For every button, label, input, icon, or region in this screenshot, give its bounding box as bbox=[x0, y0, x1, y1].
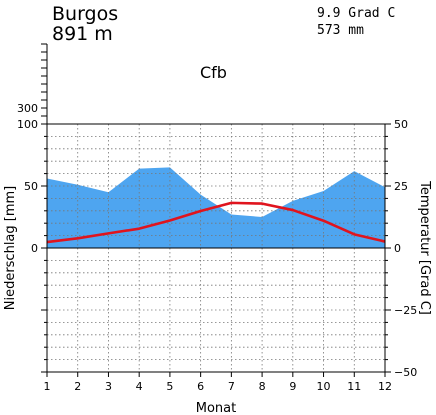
x-tick-label-2: 2 bbox=[74, 380, 81, 393]
extended-tick-label-300: 300 bbox=[17, 102, 38, 115]
right-tick-label--25: −25 bbox=[394, 304, 417, 317]
x-tick-label-5: 5 bbox=[166, 380, 173, 393]
right-axis-ticks: −50 −25 0 25 50 bbox=[385, 118, 417, 379]
left-tick-label-100: 100 bbox=[17, 118, 38, 131]
x-axis-ticks: 1 2 3 4 5 6 7 8 9 10 11 12 bbox=[44, 372, 392, 393]
climate-classification: Cfb bbox=[200, 63, 227, 82]
x-tick-label-11: 11 bbox=[347, 380, 361, 393]
x-tick-label-8: 8 bbox=[259, 380, 266, 393]
x-tick-label-9: 9 bbox=[289, 380, 296, 393]
x-tick-label-1: 1 bbox=[44, 380, 51, 393]
x-axis-label: Monat bbox=[196, 401, 236, 415]
left-axis-label: Niederschlag [mm] bbox=[3, 186, 18, 311]
station-name: Burgos bbox=[52, 3, 118, 25]
right-tick-label--50: −50 bbox=[394, 366, 417, 379]
left-axis-ticks: 0 50 100 bbox=[17, 118, 47, 373]
mean-temperature: 9.9 Grad C bbox=[317, 6, 395, 21]
right-tick-label-50: 50 bbox=[394, 118, 408, 131]
x-tick-label-12: 12 bbox=[378, 380, 392, 393]
temperature-curve bbox=[46, 201, 386, 244]
right-axis-label: Temperatur [Grad C] bbox=[417, 180, 432, 315]
x-tick-label-3: 3 bbox=[105, 380, 112, 393]
right-tick-label-25: 25 bbox=[394, 180, 408, 193]
right-tick-label-0: 0 bbox=[394, 242, 401, 255]
x-tick-label-7: 7 bbox=[228, 380, 235, 393]
left-tick-label-0: 0 bbox=[31, 242, 38, 255]
x-tick-label-6: 6 bbox=[197, 380, 204, 393]
extended-precip-axis: 300 bbox=[17, 43, 48, 125]
x-tick-label-10: 10 bbox=[317, 380, 331, 393]
annual-precipitation: 573 mm bbox=[317, 23, 364, 38]
left-tick-label-50: 50 bbox=[24, 180, 38, 193]
x-tick-label-4: 4 bbox=[136, 380, 143, 393]
station-elevation: 891 m bbox=[52, 23, 113, 45]
